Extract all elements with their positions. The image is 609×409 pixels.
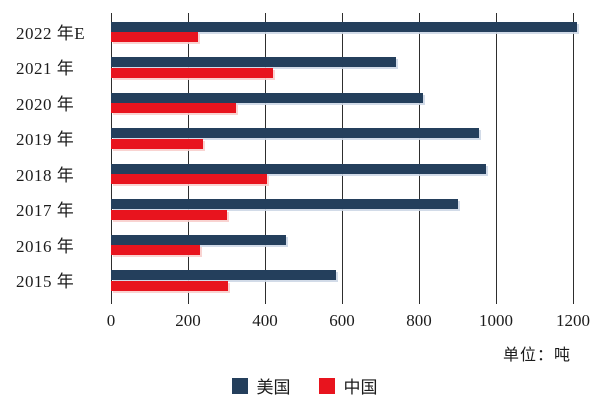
bar-group-4 bbox=[111, 120, 593, 156]
gridline bbox=[419, 13, 420, 297]
axis-tick bbox=[188, 297, 189, 304]
bar-china bbox=[111, 209, 227, 220]
axis-tick bbox=[419, 297, 420, 304]
legend-item-china: 中国 bbox=[318, 373, 378, 398]
bar-usa bbox=[111, 163, 487, 174]
unit-label: 单位：吨 bbox=[502, 347, 571, 364]
gridline bbox=[111, 13, 112, 297]
y-axis-label: 2016 年 bbox=[16, 236, 75, 256]
x-axis-label: 0 bbox=[106, 311, 116, 330]
bar-china bbox=[111, 245, 200, 255]
bar-usa bbox=[111, 199, 458, 209]
gridline bbox=[342, 13, 343, 297]
gridline bbox=[573, 13, 574, 297]
legend-label: 中国 bbox=[343, 378, 378, 397]
gridline bbox=[188, 13, 189, 297]
y-axis-label: 2022 年E bbox=[16, 23, 86, 43]
x-axis-label: 600 bbox=[329, 311, 355, 330]
bar-china bbox=[111, 138, 204, 149]
bar-group-6 bbox=[111, 191, 593, 227]
bar-group-2 bbox=[111, 49, 593, 85]
gridline bbox=[496, 13, 497, 297]
x-axis-label: 400 bbox=[252, 311, 278, 330]
y-axis-label: 2015 年 bbox=[16, 272, 75, 291]
plot-area bbox=[111, 13, 593, 297]
legend-item-usa: 美国 bbox=[231, 373, 291, 398]
bar-usa bbox=[111, 57, 396, 67]
bar-group-1 bbox=[111, 13, 593, 49]
bar-group-3 bbox=[111, 84, 593, 120]
legend: 美国 中国 bbox=[0, 373, 609, 398]
y-axis-label: 2020 年 bbox=[16, 94, 75, 114]
legend-label: 美国 bbox=[256, 378, 291, 397]
bar-china bbox=[111, 32, 198, 42]
bar-group-7 bbox=[111, 226, 593, 262]
y-axis-label: 2019 年 bbox=[16, 130, 75, 149]
x-axis-label: 800 bbox=[406, 311, 432, 330]
bar-china bbox=[111, 280, 229, 291]
bar-usa bbox=[111, 128, 479, 138]
bar-china bbox=[111, 174, 267, 184]
legend-swatch-usa bbox=[231, 377, 248, 394]
bar-usa bbox=[111, 270, 337, 280]
axis-tick bbox=[265, 297, 266, 304]
bar-usa bbox=[111, 21, 577, 32]
y-axis-label: 2018 年 bbox=[16, 165, 75, 185]
bar-china bbox=[111, 67, 273, 78]
bar-group-8 bbox=[111, 262, 593, 298]
x-axis-label: 1200 bbox=[556, 311, 590, 330]
bar-usa bbox=[111, 234, 287, 245]
bar-group-5 bbox=[111, 155, 593, 191]
axis-tick bbox=[573, 297, 574, 304]
bar-usa bbox=[111, 92, 423, 103]
legend-swatch-china bbox=[318, 377, 335, 394]
y-axis-label: 2017 年 bbox=[16, 201, 75, 220]
x-axis-label: 200 bbox=[175, 311, 201, 330]
bar-china bbox=[111, 103, 237, 113]
axis-tick bbox=[111, 297, 112, 304]
axis-tick bbox=[342, 297, 343, 304]
axis-tick bbox=[496, 297, 497, 304]
y-axis-label: 2021 年 bbox=[16, 59, 75, 78]
gridline bbox=[265, 13, 266, 297]
x-axis-label: 1000 bbox=[479, 311, 513, 330]
